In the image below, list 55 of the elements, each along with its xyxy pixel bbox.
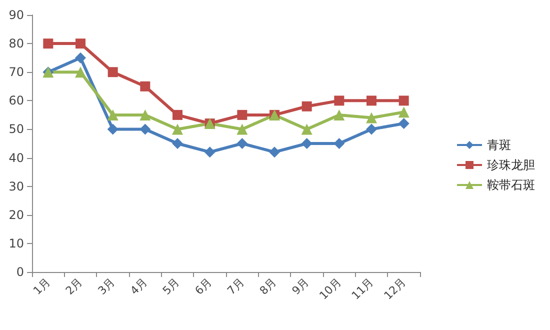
x-tick-label: 4月 (128, 275, 150, 298)
y-tick-label: 0 (16, 265, 24, 279)
y-tick-label: 10 (8, 236, 24, 250)
point (366, 96, 376, 106)
y-tick-label: 20 (8, 208, 24, 222)
x-tick-label: 11月 (349, 275, 376, 302)
x-tick-label: 3月 (96, 275, 118, 298)
point (334, 138, 345, 149)
point (43, 38, 54, 49)
point (172, 124, 183, 135)
x-tick-label: 1月 (30, 275, 53, 298)
y-tick-label: 40 (8, 150, 24, 165)
point (107, 109, 118, 120)
x-tick-label: 12月 (382, 275, 408, 302)
point (204, 146, 216, 158)
x-tick-label: 8月 (257, 275, 280, 298)
x-tick-label: 6月 (192, 275, 214, 298)
x-tick-label: 9月 (290, 275, 312, 298)
y-tick-label: 90 (8, 8, 24, 22)
point (236, 138, 248, 149)
point (301, 138, 312, 149)
y-tick-label: 50 (8, 122, 24, 136)
legend-label: 珍珠龙胆 (487, 158, 535, 172)
point (172, 110, 182, 120)
legend-label: 鞍带石斑 (487, 178, 535, 192)
point (334, 96, 344, 106)
y-tick-label: 60 (8, 94, 24, 108)
point (140, 109, 151, 120)
point (269, 146, 280, 158)
point (236, 124, 248, 135)
x-tick-label: 7月 (224, 275, 247, 298)
point (334, 109, 345, 120)
point (398, 106, 410, 118)
point (301, 124, 312, 135)
legend-label: 青斑 (487, 138, 511, 152)
point (140, 81, 150, 92)
point (107, 124, 118, 135)
point (75, 52, 86, 64)
point (237, 110, 248, 120)
y-tick-label: 80 (8, 36, 24, 51)
point (398, 96, 409, 106)
y-tick-label: 70 (8, 65, 24, 80)
point (172, 138, 183, 149)
point (302, 101, 312, 112)
y-tick-label: 30 (8, 179, 24, 194)
point (366, 112, 377, 124)
x-tick-label: 5月 (160, 275, 182, 298)
point (366, 124, 377, 135)
point (108, 67, 118, 78)
x-tick-label: 2月 (63, 275, 86, 298)
point (76, 38, 86, 49)
point (75, 66, 86, 78)
point (140, 124, 151, 135)
point (398, 118, 410, 130)
x-tick-label: 10月 (316, 275, 344, 302)
